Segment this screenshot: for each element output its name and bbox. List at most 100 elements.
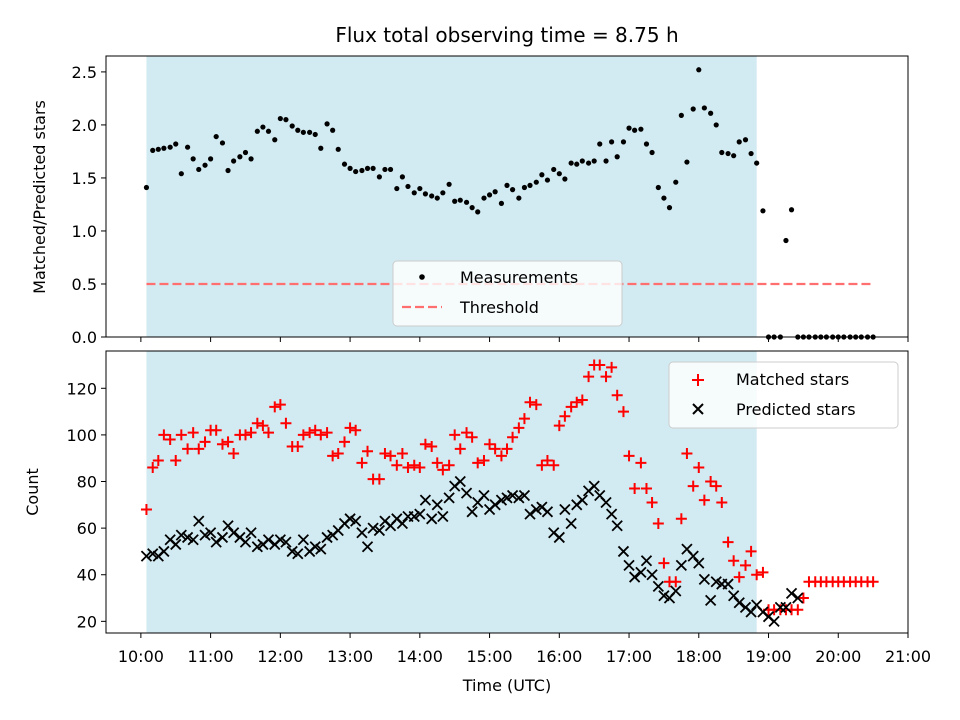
measurement-point xyxy=(690,106,696,112)
measurement-point xyxy=(661,195,667,201)
predicted-star-marker xyxy=(524,508,536,520)
predicted-star-marker xyxy=(367,522,379,534)
predicted-star-marker xyxy=(204,527,217,539)
measurement-point xyxy=(307,129,313,135)
measurement-point xyxy=(788,207,795,213)
matched-star-marker xyxy=(513,422,525,434)
matched-stars-markers xyxy=(140,359,879,616)
measurement-point xyxy=(289,123,295,129)
matched-star-marker xyxy=(408,459,420,471)
predicted-star-marker xyxy=(216,531,229,544)
predicted-star-marker xyxy=(745,606,757,618)
predicted-star-marker xyxy=(611,520,623,532)
matched-star-marker xyxy=(646,496,658,508)
predicted-star-marker xyxy=(722,578,734,590)
measurement-point xyxy=(254,128,260,134)
predicted-star-marker xyxy=(356,527,368,539)
predicted-star-marker xyxy=(687,550,699,562)
measurement-point xyxy=(754,160,760,166)
measurement-point xyxy=(597,141,603,147)
bottom-y-tick-label: 100 xyxy=(66,426,97,445)
legend-threshold-label: Threshold xyxy=(459,298,539,317)
top-legend: Measurements Threshold xyxy=(392,260,623,327)
matched-star-marker xyxy=(199,436,211,448)
measurement-point xyxy=(405,183,411,190)
measurement-point xyxy=(300,129,306,135)
measurement-point xyxy=(208,156,214,162)
matched-star-marker xyxy=(530,399,542,411)
bottom-y-tick-label: 120 xyxy=(66,379,97,398)
measurement-points xyxy=(143,67,876,340)
measurement-point xyxy=(213,133,219,140)
measurement-point xyxy=(591,158,597,164)
predicted-star-marker xyxy=(635,566,647,579)
measurement-point xyxy=(533,179,539,185)
measurement-point xyxy=(242,149,249,156)
predicted-star-marker xyxy=(222,520,234,532)
matched-star-marker xyxy=(489,443,501,455)
measurement-point xyxy=(742,137,749,143)
matched-star-marker xyxy=(687,480,699,492)
matched-star-marker xyxy=(611,389,623,401)
matched-star-marker xyxy=(740,559,752,571)
predicted-star-marker xyxy=(414,508,426,520)
predicted-star-marker xyxy=(158,545,170,558)
predicted-star-marker xyxy=(478,489,490,502)
matched-star-marker xyxy=(548,459,560,471)
measurement-point xyxy=(603,158,609,164)
matched-star-marker xyxy=(472,457,484,469)
matched-star-marker xyxy=(309,424,321,436)
bottom-frame xyxy=(105,350,909,634)
measurement-point xyxy=(173,141,179,147)
predicted-star-marker xyxy=(628,571,641,583)
matched-star-marker xyxy=(210,424,222,436)
predicted-star-marker xyxy=(652,580,664,593)
measurement-point xyxy=(678,112,684,118)
matched-star-marker xyxy=(228,448,240,460)
predicted-star-marker xyxy=(315,543,327,555)
matched-star-marker xyxy=(269,401,281,413)
matched-star-marker xyxy=(147,462,159,474)
measurement-point xyxy=(295,127,301,133)
matched-star-marker xyxy=(705,476,717,488)
measurement-point xyxy=(783,237,789,244)
measurement-point xyxy=(359,167,365,174)
matched-star-marker xyxy=(536,459,548,471)
predicted-star-marker xyxy=(670,585,682,597)
measurement-point xyxy=(265,128,272,134)
predicted-star-marker xyxy=(431,499,443,511)
measurement-point xyxy=(150,147,156,153)
legend-predicted-marker xyxy=(692,403,704,415)
measurement-point xyxy=(463,199,470,205)
measurement-point xyxy=(544,177,551,183)
legend-matched-marker xyxy=(692,374,704,386)
matched-star-marker xyxy=(495,450,507,462)
measurement-point xyxy=(219,140,226,146)
measurement-point xyxy=(382,166,388,173)
measurement-point xyxy=(504,182,510,188)
predicted-star-marker xyxy=(489,499,501,511)
measurement-point xyxy=(527,182,533,188)
measurement-point xyxy=(347,165,353,171)
matched-star-marker xyxy=(629,483,641,495)
matched-star-marker xyxy=(262,427,274,439)
predicted-star-marker xyxy=(227,527,240,539)
matched-star-marker xyxy=(251,417,263,429)
measurement-point xyxy=(167,144,173,150)
x-tick-label: 12:00 xyxy=(257,647,303,666)
measurement-point xyxy=(283,117,289,123)
measurement-point xyxy=(481,195,487,201)
matched-star-marker xyxy=(344,422,356,434)
predicted-star-marker xyxy=(605,508,618,520)
matched-star-marker xyxy=(193,443,205,455)
matched-star-marker xyxy=(426,441,438,453)
bottom-y-tick-label: 60 xyxy=(77,519,97,538)
matched-star-marker xyxy=(182,443,194,455)
matched-star-marker xyxy=(414,462,426,474)
matched-star-marker xyxy=(722,536,734,548)
predicted-star-marker xyxy=(239,536,252,548)
chart-title: Flux total observing time = 8.75 h xyxy=(335,23,678,47)
measurement-point xyxy=(161,145,167,151)
matched-star-marker xyxy=(728,555,740,567)
matched-star-marker xyxy=(419,438,431,450)
